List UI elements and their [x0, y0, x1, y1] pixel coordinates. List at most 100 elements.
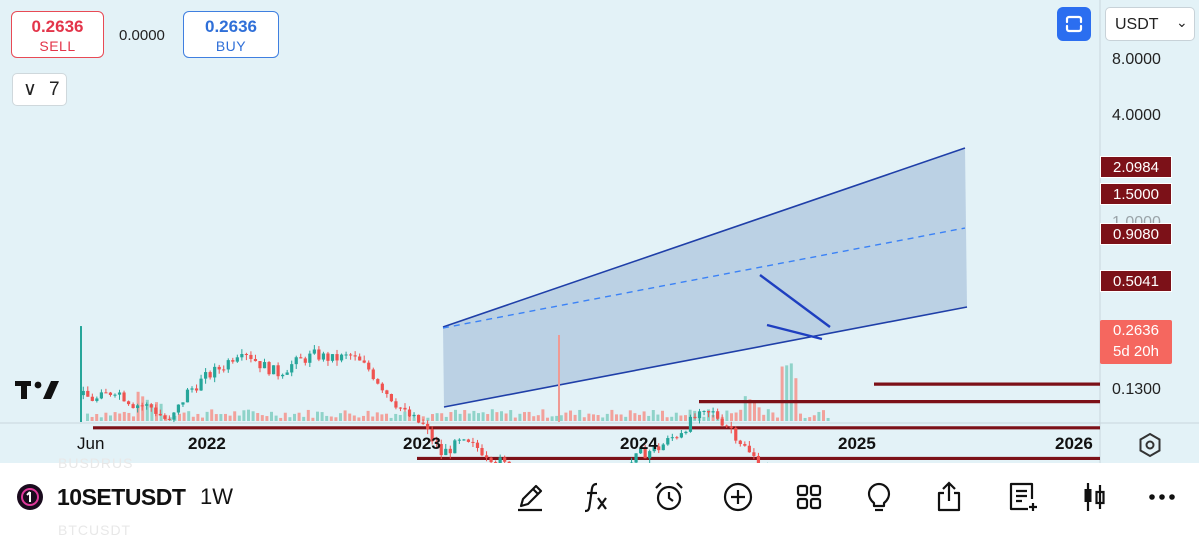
candle-body: [712, 411, 715, 412]
volume-bar: [758, 407, 761, 421]
chart-area[interactable]: 0.2636 SELL 0.0000 0.2636 BUY ∨ 7 USDT ⌄…: [0, 0, 1199, 463]
candles-icon[interactable]: [1076, 479, 1112, 515]
volume-bar: [344, 410, 347, 421]
volume-bar: [367, 411, 370, 421]
volume-bar: [560, 415, 563, 421]
volume-bar: [141, 396, 144, 421]
plus-circle-icon[interactable]: [720, 479, 756, 515]
candle-body: [86, 391, 89, 397]
candle-body: [721, 419, 724, 426]
volume-bar: [362, 416, 365, 421]
volume-bar: [615, 414, 618, 421]
candle-body: [118, 392, 121, 394]
symbol-selector[interactable]: 10SETUSDT: [57, 484, 185, 511]
volume-bar: [275, 416, 278, 421]
volume-bar: [528, 412, 531, 421]
volume-bar: [624, 417, 627, 421]
volume-spike: [558, 335, 560, 422]
volume-bar: [817, 412, 820, 421]
candle-body: [748, 446, 751, 453]
volume-bar: [261, 415, 264, 421]
volume-bar: [298, 413, 301, 421]
bulb-icon[interactable]: [861, 479, 897, 515]
candle-body: [399, 408, 402, 409]
candle-body: [313, 349, 316, 353]
candle-body: [394, 401, 397, 407]
candle-body: [190, 388, 193, 389]
volume-bar: [431, 414, 434, 421]
volume-bar: [541, 409, 544, 421]
settings-icon: [1137, 432, 1163, 458]
candle-body: [222, 369, 225, 370]
price-axis-label: 8.0000: [1112, 51, 1161, 69]
sell-button[interactable]: 0.2636 SELL: [11, 11, 104, 58]
candle-body: [154, 408, 157, 414]
time-axis-label: 2023: [403, 434, 441, 454]
buy-button[interactable]: 0.2636 BUY: [183, 11, 279, 58]
candle-body: [743, 444, 746, 446]
candle-body: [467, 439, 470, 441]
chart-settings-button[interactable]: [1137, 432, 1163, 463]
volume-bar: [767, 409, 770, 421]
volume-bar: [702, 417, 705, 421]
volume-bar: [302, 417, 305, 421]
volume-bar: [265, 416, 268, 421]
volume-bar: [601, 417, 604, 421]
volume-bar: [293, 414, 296, 421]
volume-bar: [523, 412, 526, 421]
timeframe-selector[interactable]: 1W: [200, 484, 233, 510]
candle-body: [340, 355, 343, 361]
candle-body: [122, 392, 125, 401]
candle-body: [218, 367, 221, 370]
candle-body: [422, 423, 425, 424]
candle-body: [444, 449, 447, 455]
candle-body: [231, 360, 234, 362]
volume-bar: [183, 413, 186, 421]
grid-icon[interactable]: [791, 479, 827, 515]
current-price-tag: 0.2636 5d 20h: [1100, 320, 1172, 364]
fullscreen-button[interactable]: [1057, 7, 1091, 41]
candle-body: [295, 357, 298, 364]
fx-icon[interactable]: [578, 479, 614, 515]
candle-body: [390, 394, 393, 401]
candle-body: [286, 372, 289, 374]
volume-bar: [744, 396, 747, 421]
candle-body: [702, 411, 705, 412]
volume-bar: [440, 413, 443, 421]
level-tag: 2.0984: [1100, 156, 1172, 178]
candle-body: [376, 379, 379, 384]
symbol-logo-icon: [17, 484, 43, 510]
volume-bar: [569, 411, 572, 421]
volume-bar: [592, 414, 595, 421]
volume-bar: [229, 416, 232, 421]
candle-body: [186, 390, 189, 403]
volume-bar: [643, 411, 646, 421]
volume-bar: [514, 418, 517, 421]
candle-body: [358, 357, 361, 361]
candle-body: [684, 432, 687, 433]
volume-bar: [325, 416, 328, 421]
volume-bar: [385, 414, 388, 421]
volume-bar: [311, 418, 314, 421]
volume-bar: [247, 410, 250, 421]
pencil-icon[interactable]: [512, 479, 548, 515]
collapse-indicators-button[interactable]: ∨ 7: [12, 73, 67, 106]
volume-bar: [210, 409, 213, 421]
currency-value: USDT: [1115, 16, 1159, 34]
currency-select[interactable]: USDT ⌄: [1105, 7, 1195, 41]
price-chart[interactable]: [0, 0, 1199, 463]
volume-bar: [206, 412, 209, 421]
buy-label: BUY: [184, 38, 278, 54]
alarm-icon[interactable]: [651, 479, 687, 515]
share-icon[interactable]: [931, 479, 967, 515]
volume-bar: [790, 363, 793, 421]
candle-body: [150, 404, 153, 407]
volume-bar: [656, 415, 659, 421]
more-icon[interactable]: [1144, 479, 1180, 515]
volume-bar: [104, 413, 107, 421]
candle-body: [277, 365, 280, 376]
price-axis-label: 4.0000: [1112, 107, 1161, 125]
volume-bar: [578, 410, 581, 421]
notes-icon[interactable]: [1004, 479, 1040, 515]
candle-body: [272, 365, 275, 374]
